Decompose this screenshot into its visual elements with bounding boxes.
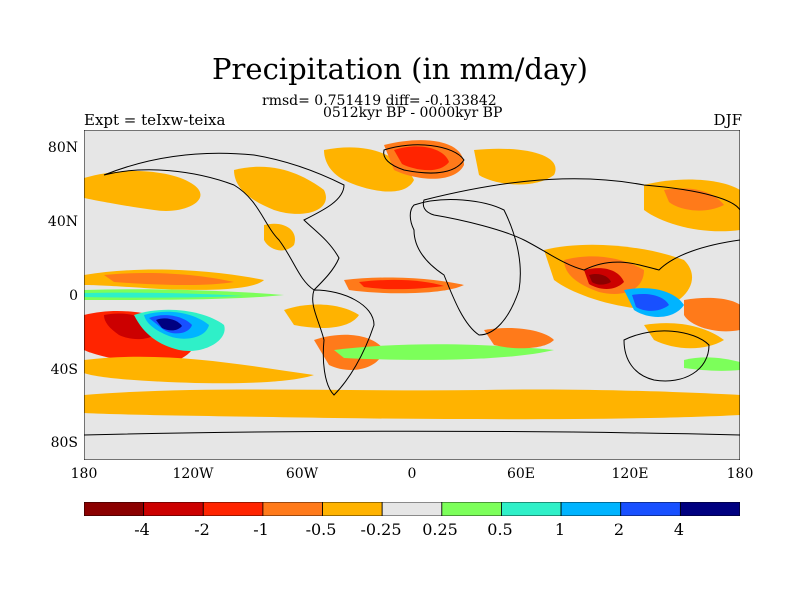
colorbar-label-7: 1 — [554, 520, 566, 539]
colorbar-cell-0 — [84, 502, 145, 516]
lon-label-0: 0 — [407, 466, 417, 482]
colorbar-cell-3 — [262, 502, 323, 516]
lon-label-120e: 120E — [611, 466, 649, 482]
colorbar-cell-8 — [560, 502, 622, 516]
rmsd-diff-stats: rmsd= 0.751419 diff= -0.133842 — [262, 93, 497, 109]
lat-label-0: 0 — [69, 288, 78, 304]
lon-label-180e: 180 — [726, 466, 754, 482]
colorbar-label-9: 4 — [673, 520, 685, 539]
colorbar-label-8: 2 — [613, 520, 625, 539]
period-label: 0512kyr BP - 0000kyr BP — [323, 105, 503, 121]
map-title: Precipitation (in mm/day) — [212, 52, 588, 86]
colorbar-cell-6 — [441, 502, 502, 516]
continent-outlines — [84, 144, 740, 436]
precip-anomaly-fill — [84, 140, 740, 420]
lon-label-60w: 60W — [285, 466, 319, 482]
precipitation-map — [84, 130, 740, 460]
lon-label-180w: 180 — [70, 466, 98, 482]
colorbar-cell-5 — [381, 502, 443, 516]
lon-label-60e: 60E — [506, 466, 536, 482]
experiment-label: Expt = teIxw-teixa — [84, 111, 226, 129]
lat-label-40n: 40N — [47, 214, 78, 230]
colorbar-cell-7 — [501, 502, 562, 516]
colorbar-cells — [84, 502, 740, 516]
colorbar-cell-4 — [322, 502, 383, 516]
colorbar-cell-10 — [679, 502, 740, 516]
lat-label-80s: 80S — [50, 435, 78, 451]
lat-label-80n: 80N — [47, 140, 78, 156]
season-label: DJF — [713, 111, 742, 129]
lon-label-120w: 120W — [172, 466, 214, 482]
colorbar-label-6: 0.5 — [487, 520, 513, 539]
colorbar-cell-9 — [620, 502, 681, 516]
lat-label-40s: 40S — [50, 362, 78, 378]
colorbar — [84, 502, 740, 516]
colorbar-label-3: -0.5 — [305, 520, 337, 539]
colorbar-label-5: 0.25 — [422, 520, 458, 539]
colorbar-label-4: -0.25 — [360, 520, 402, 539]
colorbar-cell-2 — [202, 502, 264, 516]
colorbar-label-0: -4 — [134, 520, 150, 539]
colorbar-cell-1 — [143, 502, 204, 516]
colorbar-label-2: -1 — [253, 520, 269, 539]
colorbar-label-1: -2 — [194, 520, 210, 539]
